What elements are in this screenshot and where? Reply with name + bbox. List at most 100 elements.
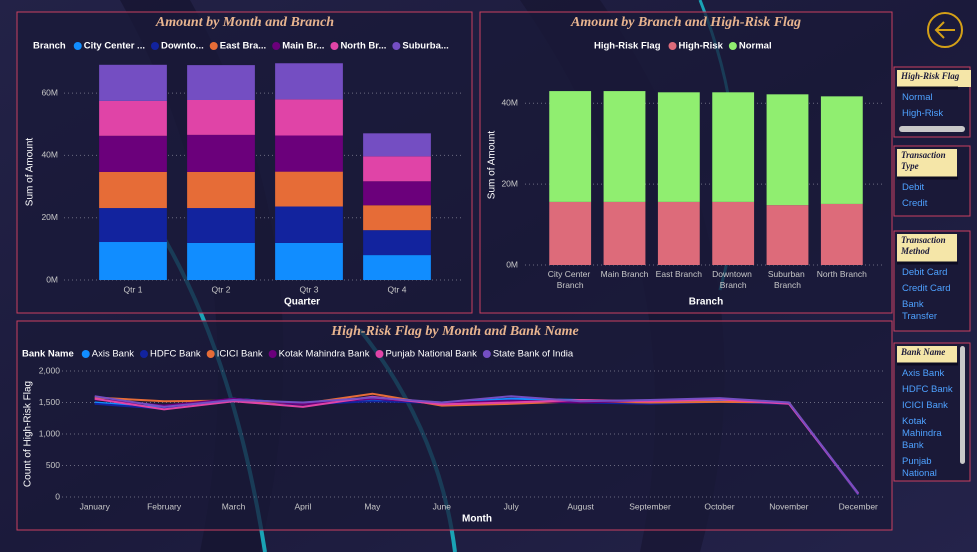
legend-label: Punjab National Bank xyxy=(385,349,477,360)
x-tick-label: Qtr 2 xyxy=(212,284,231,294)
x-axis-title: Month xyxy=(462,514,492,525)
legend-label: Suburba... xyxy=(402,41,448,52)
bar-segment xyxy=(275,171,343,207)
slicer-item[interactable]: Axis Bank xyxy=(902,368,944,379)
y-tick-label: 60M xyxy=(41,87,58,97)
bar-segment xyxy=(363,133,431,157)
bar-segment xyxy=(275,135,343,172)
bar-segment xyxy=(275,242,343,280)
slicer-item[interactable]: Bank Transfer xyxy=(902,299,937,322)
bar-segment xyxy=(603,201,646,265)
bar-segment xyxy=(712,201,755,265)
bar-segment xyxy=(363,156,431,182)
x-tick-label: Qtr 4 xyxy=(388,284,407,294)
bar-segment xyxy=(187,65,255,100)
slicer-item[interactable]: High-Risk xyxy=(902,108,943,119)
bar-segment xyxy=(363,255,431,280)
scrollbar xyxy=(899,126,965,132)
slicer-item[interactable]: Debit xyxy=(902,182,925,193)
x-tick-label: East Branch xyxy=(656,269,703,279)
slicer-item[interactable]: Kotak Mahindra Bank xyxy=(902,416,944,451)
back-button[interactable] xyxy=(927,12,963,48)
bar-segment xyxy=(549,201,592,265)
x-tick-label: October xyxy=(704,501,734,511)
bar-segment xyxy=(187,242,255,280)
x-tick-label: December xyxy=(839,501,878,511)
y-tick-label: 1,500 xyxy=(39,397,61,407)
bar-segment xyxy=(363,230,431,256)
bar-segment xyxy=(99,242,167,280)
slicer-header xyxy=(897,70,971,87)
y-axis-title: Sum of Amount xyxy=(487,131,498,200)
bar-segment xyxy=(712,92,755,202)
y-tick-label: 20M xyxy=(501,178,518,188)
y-tick-label: 500 xyxy=(46,460,60,470)
chart-title: High-Risk Flag by Month and Bank Name xyxy=(330,324,578,339)
slicer-content: Transaction Type Debit Credit xyxy=(897,149,958,209)
x-tick-label: August xyxy=(567,501,594,511)
x-tick-label: November xyxy=(769,501,808,511)
line-series xyxy=(94,395,860,495)
y-tick-label: 40M xyxy=(501,97,518,107)
legend-marker xyxy=(209,42,218,50)
legend-label: State Bank of India xyxy=(493,349,574,360)
bar-segment xyxy=(820,203,863,265)
legend-marker xyxy=(668,42,677,50)
legend-label: Normal xyxy=(739,41,772,52)
legend-label: Main Br... xyxy=(282,41,324,52)
legend-marker xyxy=(728,42,737,50)
legend-marker xyxy=(140,350,148,358)
x-tick-label: Main Branch xyxy=(601,269,649,279)
chart-title: Amount by Branch and High-Risk Flag xyxy=(570,15,801,30)
slicer-title: Transaction Method xyxy=(900,235,948,256)
bar-segment xyxy=(820,96,863,204)
legend-label: Axis Bank xyxy=(92,349,134,360)
x-tick-label: June xyxy=(433,501,452,511)
bar-segment xyxy=(657,201,700,265)
legend-marker xyxy=(268,350,277,358)
bar-segment xyxy=(549,91,592,202)
slicer-header xyxy=(897,149,957,177)
bar-segment xyxy=(99,208,167,243)
slicer-content: High-Risk Flag Normal High-Risk xyxy=(897,70,971,119)
x-tick-label: February xyxy=(147,501,182,511)
x-tick-label: Qtr 1 xyxy=(124,284,143,294)
x-tick-label: City Center Branch xyxy=(548,269,593,290)
slicer-item[interactable]: Normal xyxy=(902,92,933,103)
bar-segment xyxy=(187,99,255,135)
slicer-item[interactable]: HDFC Bank xyxy=(902,384,953,395)
bar-segment xyxy=(187,134,255,172)
slicer-item[interactable]: Credit Card xyxy=(902,283,951,294)
bar-segment xyxy=(99,100,167,136)
bar-segment xyxy=(187,208,255,243)
bar-segment xyxy=(603,91,646,202)
y-axis-title: Sum of Amount xyxy=(25,138,36,207)
x-tick-label: Qtr 3 xyxy=(300,284,319,294)
x-tick-label: May xyxy=(364,501,381,511)
slicer-item[interactable]: Punjab National xyxy=(902,456,937,479)
y-tick-label: 0 xyxy=(55,491,60,501)
x-tick-label: January xyxy=(80,501,111,511)
bar-segment xyxy=(275,206,343,243)
slicer-title: High-Risk Flag xyxy=(900,71,960,81)
slicer-item[interactable]: Credit xyxy=(902,198,928,209)
x-tick-label: April xyxy=(294,501,311,511)
scrollbar xyxy=(960,346,965,464)
legend-marker xyxy=(375,350,384,358)
slicer-item[interactable]: ICICI Bank xyxy=(902,400,948,411)
y-tick-label: 0M xyxy=(46,274,58,284)
slicer-header xyxy=(897,234,957,262)
y-tick-label: 40M xyxy=(41,150,58,160)
slicer-header xyxy=(897,346,957,363)
panel xyxy=(16,320,893,531)
bar-segment xyxy=(99,64,167,101)
bar-segment xyxy=(275,63,343,100)
chart-title: Amount by Month and Branch xyxy=(155,15,334,30)
slicer-item[interactable]: Debit Card xyxy=(902,267,947,278)
x-tick-label: March xyxy=(222,501,246,511)
legend-marker xyxy=(206,350,215,358)
slicer-content: Bank Name Axis Bank HDFC Bank ICICI Bank Kot… xyxy=(897,346,958,479)
legend-label: East Bra... xyxy=(220,41,266,52)
legend-title: High-Risk Flag xyxy=(594,41,661,52)
